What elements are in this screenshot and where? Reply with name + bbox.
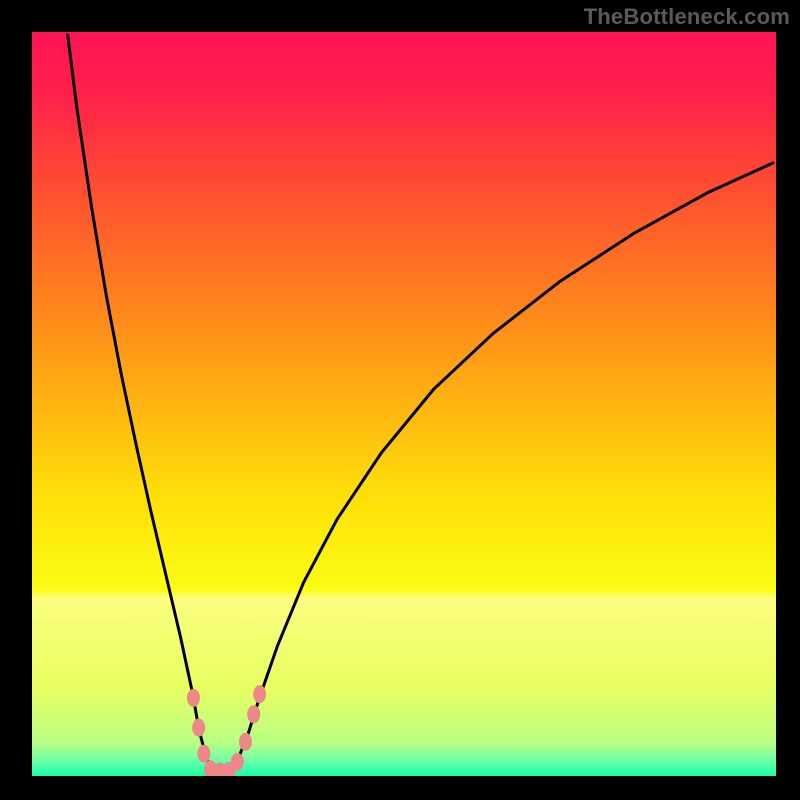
- highlight-marker: [253, 685, 266, 703]
- chart-container: TheBottleneck.com: [0, 0, 800, 800]
- highlight-marker: [247, 705, 260, 723]
- highlight-marker: [187, 689, 200, 707]
- highlight-marker: [231, 753, 244, 771]
- highlight-marker: [192, 719, 205, 737]
- watermark-text: TheBottleneck.com: [584, 4, 790, 30]
- bottleneck-curve-chart: [0, 0, 800, 800]
- highlight-marker: [239, 733, 252, 751]
- highlight-marker: [197, 745, 210, 763]
- plot-background: [32, 32, 776, 776]
